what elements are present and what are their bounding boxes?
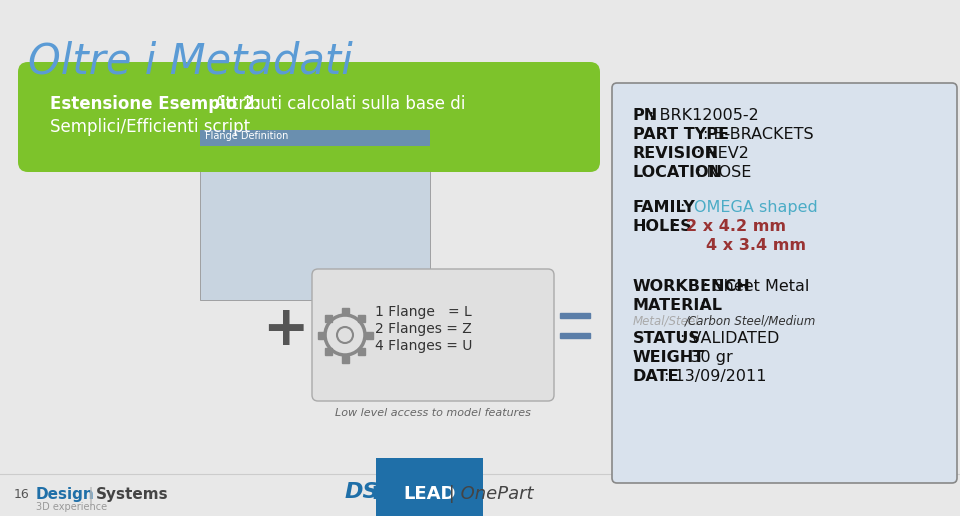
FancyBboxPatch shape	[200, 130, 430, 300]
Bar	[358, 348, 366, 356]
Text: :: :	[672, 219, 683, 234]
Bar	[324, 348, 331, 356]
Text: LEAD: LEAD	[403, 485, 455, 503]
Text: :: :	[680, 200, 690, 215]
Text: 4 Flanges = U: 4 Flanges = U	[375, 339, 472, 353]
Text: : VALIDATED: : VALIDATED	[680, 331, 780, 346]
FancyBboxPatch shape	[18, 62, 600, 172]
Text: 3D experience: 3D experience	[36, 502, 108, 512]
Text: 2 Flanges = Z: 2 Flanges = Z	[375, 322, 471, 336]
FancyArrow shape	[560, 313, 590, 317]
Text: Design: Design	[36, 487, 95, 502]
Text: DATE: DATE	[633, 369, 680, 384]
Bar	[318, 331, 324, 338]
FancyBboxPatch shape	[612, 83, 957, 483]
Text: Attributi calcolati sulla base di: Attributi calcolati sulla base di	[209, 95, 466, 113]
Text: Systems: Systems	[96, 487, 169, 502]
Text: MATERIAL: MATERIAL	[633, 298, 723, 313]
FancyBboxPatch shape	[312, 269, 554, 401]
Text: /Carbon Steel/Medium: /Carbon Steel/Medium	[685, 315, 816, 328]
Text: | OnePart: | OnePart	[443, 485, 534, 503]
Text: 1 Flange   = L: 1 Flange = L	[375, 305, 471, 319]
Bar	[342, 308, 348, 314]
Text: Metal/Steel: Metal/Steel	[633, 315, 700, 328]
Text: WORKBENCH: WORKBENCH	[633, 279, 751, 294]
Text: PART TYPE: PART TYPE	[633, 127, 729, 142]
Text: : B-BRACKETS: : B-BRACKETS	[704, 127, 814, 142]
Text: Estensione Esempio 2:: Estensione Esempio 2:	[50, 95, 261, 113]
Text: Low level access to model features: Low level access to model features	[335, 408, 531, 418]
Text: +: +	[262, 303, 308, 357]
Text: FAMILY: FAMILY	[633, 200, 696, 215]
Text: 16: 16	[14, 489, 30, 502]
Text: STATUS: STATUS	[633, 331, 701, 346]
Text: : 13/09/2011: : 13/09/2011	[664, 369, 767, 384]
Text: EXA: EXA	[371, 485, 411, 503]
Text: DS: DS	[345, 482, 379, 502]
Bar	[324, 315, 331, 321]
Bar	[342, 356, 348, 363]
Text: Semplici/Efficienti script: Semplici/Efficienti script	[50, 118, 251, 136]
Text: 4 x 3.4 mm: 4 x 3.4 mm	[706, 238, 806, 253]
Text: REVISION: REVISION	[633, 146, 719, 161]
Text: : BRK12005-2: : BRK12005-2	[649, 108, 758, 123]
Text: Flange Definition: Flange Definition	[205, 131, 288, 141]
Text: WEIGHT: WEIGHT	[633, 350, 706, 365]
Text: PN: PN	[633, 108, 659, 123]
Text: OMEGA shaped: OMEGA shaped	[694, 200, 818, 215]
FancyArrow shape	[560, 332, 590, 337]
Text: : 30 gr: : 30 gr	[680, 350, 732, 365]
Bar	[366, 331, 372, 338]
Text: 2 x 4.2 mm: 2 x 4.2 mm	[686, 219, 786, 234]
Text: : NOSE: : NOSE	[696, 165, 751, 180]
Text: Oltre i Metadati: Oltre i Metadati	[28, 40, 353, 82]
Text: : REV2: : REV2	[696, 146, 749, 161]
FancyBboxPatch shape	[200, 130, 430, 146]
Text: : Sheet Metal: : Sheet Metal	[704, 279, 809, 294]
Text: |: |	[88, 487, 94, 505]
Text: HOLES: HOLES	[633, 219, 693, 234]
Text: :: :	[700, 298, 705, 313]
Bar	[358, 315, 366, 321]
Text: LOCATION: LOCATION	[633, 165, 723, 180]
